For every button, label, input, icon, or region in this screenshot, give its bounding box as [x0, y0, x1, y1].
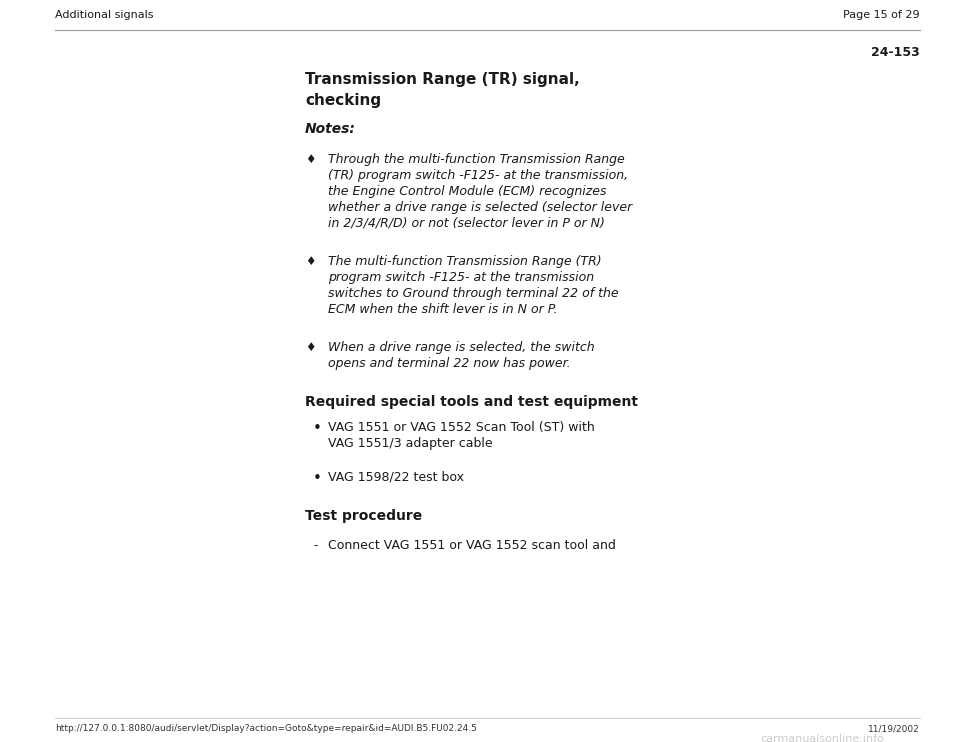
Text: 24-153: 24-153 [872, 46, 920, 59]
Text: Page 15 of 29: Page 15 of 29 [844, 10, 920, 20]
Text: the Engine Control Module (ECM) recognizes: the Engine Control Module (ECM) recogniz… [328, 185, 607, 198]
Text: Transmission Range (TR) signal,: Transmission Range (TR) signal, [305, 72, 580, 87]
Text: Notes:: Notes: [305, 122, 356, 136]
Text: http://127.0.0.1:8080/audi/servlet/Display?action=Goto&type=repair&id=AUDI.B5.FU: http://127.0.0.1:8080/audi/servlet/Displ… [55, 724, 477, 733]
Text: ♦: ♦ [305, 341, 316, 354]
Text: ♦: ♦ [305, 255, 316, 268]
Text: Through the multi-function Transmission Range: Through the multi-function Transmission … [328, 153, 625, 166]
Text: When a drive range is selected, the switch: When a drive range is selected, the swit… [328, 341, 594, 354]
Text: program switch -F125- at the transmission: program switch -F125- at the transmissio… [328, 271, 594, 284]
Text: VAG 1551 or VAG 1552 Scan Tool (ST) with: VAG 1551 or VAG 1552 Scan Tool (ST) with [328, 421, 595, 434]
Text: VAG 1551/3 adapter cable: VAG 1551/3 adapter cable [328, 437, 492, 450]
Text: in 2/3/4/R/D) or not (selector lever in P or N): in 2/3/4/R/D) or not (selector lever in … [328, 217, 605, 230]
Text: ♦: ♦ [305, 153, 316, 166]
Text: ECM when the shift lever is in N or P.: ECM when the shift lever is in N or P. [328, 303, 558, 316]
Text: Additional signals: Additional signals [55, 10, 154, 20]
Text: •: • [313, 421, 322, 436]
Text: checking: checking [305, 93, 381, 108]
Text: whether a drive range is selected (selector lever: whether a drive range is selected (selec… [328, 201, 633, 214]
Text: VAG 1598/22 test box: VAG 1598/22 test box [328, 471, 464, 484]
Text: The multi-function Transmission Range (TR): The multi-function Transmission Range (T… [328, 255, 602, 268]
Text: opens and terminal 22 now has power.: opens and terminal 22 now has power. [328, 357, 570, 370]
Text: (TR) program switch -F125- at the transmission,: (TR) program switch -F125- at the transm… [328, 169, 628, 182]
Text: Test procedure: Test procedure [305, 509, 422, 523]
Text: Connect VAG 1551 or VAG 1552 scan tool and: Connect VAG 1551 or VAG 1552 scan tool a… [328, 539, 616, 552]
Text: carmanualsonline.info: carmanualsonline.info [760, 734, 884, 742]
Text: •: • [313, 471, 322, 486]
Text: switches to Ground through terminal 22 of the: switches to Ground through terminal 22 o… [328, 287, 618, 300]
Text: 11/19/2002: 11/19/2002 [868, 724, 920, 733]
Text: -: - [313, 539, 318, 552]
Text: Required special tools and test equipment: Required special tools and test equipmen… [305, 395, 638, 409]
